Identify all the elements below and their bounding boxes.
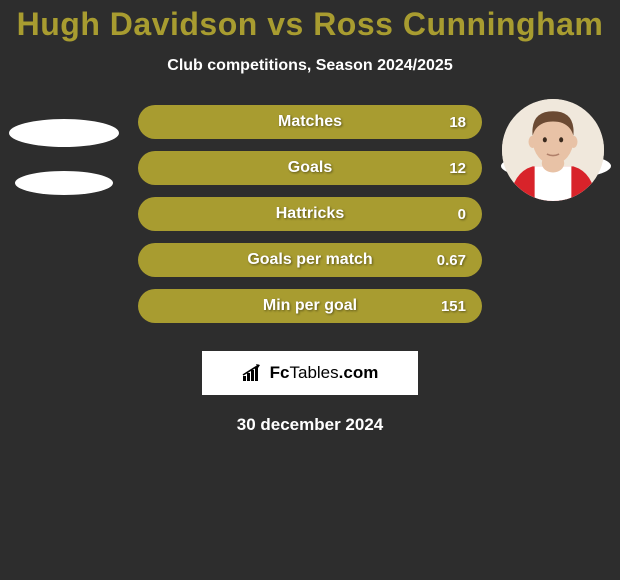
stat-value: 0.67	[437, 252, 466, 269]
stat-bars: Matches 18 Goals 12 Hattricks 0 Goals per matc…	[138, 105, 482, 335]
stat-value: 151	[441, 298, 466, 315]
generated-date: 30 december 2024	[0, 415, 620, 435]
stat-value: 12	[449, 160, 466, 177]
stat-label: Min per goal	[263, 297, 357, 315]
stat-bar: Hattricks 0	[138, 197, 482, 231]
stat-label: Goals	[288, 159, 332, 177]
left-player-placeholder-1	[9, 119, 119, 147]
logo-brand-1: Fc	[270, 363, 290, 383]
stat-bar: Matches 18	[138, 105, 482, 139]
stat-label: Matches	[278, 113, 342, 131]
stat-label: Hattricks	[276, 205, 344, 223]
page-title: Hugh Davidson vs Ross Cunningham	[0, 0, 620, 43]
right-player-col	[496, 105, 616, 179]
subtitle: Club competitions, Season 2024/2025	[0, 57, 620, 75]
stat-bar: Min per goal 151	[138, 289, 482, 323]
logo: FcTables.com	[242, 363, 379, 383]
bars-icon	[242, 364, 264, 382]
left-player-col	[4, 105, 124, 195]
logo-brand-2: Tables	[290, 363, 339, 383]
comparison-area: Matches 18 Goals 12 Hattricks 0 Goals per matc…	[0, 105, 620, 335]
stat-label: Goals per match	[247, 251, 372, 269]
avatar-illustration	[502, 99, 604, 201]
left-player-placeholder-2	[15, 171, 113, 195]
stat-value: 0	[458, 206, 466, 223]
stat-value: 18	[449, 114, 466, 131]
stat-bar: Goals 12	[138, 151, 482, 185]
right-player-avatar	[502, 99, 604, 201]
stat-bar: Goals per match 0.67	[138, 243, 482, 277]
logo-box: FcTables.com	[202, 351, 418, 395]
title-text: Hugh Davidson vs Ross Cunningham	[17, 6, 604, 42]
logo-suffix: .com	[339, 363, 379, 383]
